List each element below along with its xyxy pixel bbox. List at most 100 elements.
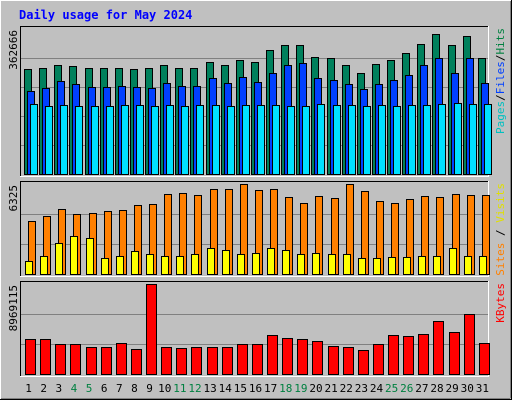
legend-entry: /: [494, 94, 507, 101]
x-tick-label: 19: [294, 382, 307, 395]
x-tick-label: 15: [234, 382, 247, 395]
x-tick-label: 6: [101, 382, 108, 395]
legend-entry: /: [494, 55, 507, 62]
bar-requests-pages: [378, 105, 386, 175]
bar-requests-pages: [45, 106, 53, 175]
bar-kbytes-kbytes: [312, 341, 323, 375]
bar-kbytes-kbytes: [433, 321, 444, 375]
bar-requests-pages: [333, 105, 341, 175]
bar-kbytes-kbytes: [207, 347, 218, 375]
bar-kbytes-kbytes: [40, 339, 51, 375]
bar-kbytes-kbytes: [70, 344, 81, 375]
x-tick-label: 22: [340, 382, 353, 395]
x-tick-label: 26: [400, 382, 413, 395]
bar-kbytes-kbytes: [86, 347, 97, 375]
bar-kbytes-kbytes: [237, 344, 248, 375]
panel-visitors-legend: Sites / Visits: [494, 183, 507, 276]
x-tick-label: 23: [355, 382, 368, 395]
bar-requests-pages: [393, 106, 401, 175]
x-tick-label: 25: [385, 382, 398, 395]
bar-kbytes-kbytes: [267, 335, 278, 375]
bar-kbytes-kbytes: [191, 347, 202, 375]
chart-title: Daily usage for May 2024: [19, 8, 192, 22]
legend-entry: Files: [494, 61, 507, 94]
bar-kbytes-kbytes: [116, 343, 127, 375]
bar-requests-pages: [469, 104, 477, 175]
bar-visitors-visits: [40, 256, 48, 275]
bar-requests-pages: [272, 105, 280, 175]
bar-visitors-visits: [25, 261, 33, 275]
bar-kbytes-kbytes: [373, 344, 384, 375]
bar-visitors-visits: [312, 253, 320, 275]
bar-requests-pages: [348, 105, 356, 175]
x-tick-label: 30: [461, 382, 474, 395]
bar-visitors-visits: [433, 256, 441, 275]
bar-kbytes-kbytes: [25, 339, 36, 375]
bar-kbytes-kbytes: [479, 343, 490, 375]
bar-kbytes-kbytes: [176, 348, 187, 375]
panel-kbytes-legend: KBytes: [494, 283, 507, 323]
bar-visitors-visits: [176, 256, 184, 275]
bar-visitors-visits: [101, 258, 109, 275]
x-tick-label: 4: [71, 382, 78, 395]
x-tick-label: 27: [415, 382, 428, 395]
bar-visitors-visits: [328, 254, 336, 275]
bar-requests-pages: [91, 106, 99, 175]
bar-kbytes-kbytes: [328, 346, 339, 375]
bar-requests-pages: [227, 106, 235, 175]
x-tick-label: 10: [158, 382, 171, 395]
bar-kbytes-kbytes: [297, 339, 308, 375]
bar-requests-pages: [75, 106, 83, 175]
bar-visitors-visits: [418, 256, 426, 275]
panel-requests-legend: Pages/Files/Hits: [494, 28, 507, 134]
x-tick-label: 24: [370, 382, 384, 395]
bar-kbytes-kbytes: [282, 338, 293, 375]
bar-kbytes-kbytes: [403, 336, 414, 375]
bar-kbytes-kbytes: [418, 334, 429, 375]
bar-visitors-visits: [237, 254, 245, 275]
x-tick-label: 12: [188, 382, 201, 395]
bar-requests-pages: [121, 105, 129, 175]
legend-entry: Visits: [494, 183, 507, 223]
bar-requests-pages: [242, 105, 250, 175]
bar-visitors-visits: [388, 257, 396, 275]
bar-kbytes-kbytes: [55, 344, 66, 375]
bar-kbytes-kbytes: [222, 347, 233, 375]
bar-requests-pages: [484, 104, 492, 175]
bar-requests-pages: [151, 106, 159, 175]
bar-visitors-visits: [222, 250, 230, 275]
bar-requests-pages: [30, 104, 38, 175]
bar-requests-pages: [60, 105, 68, 175]
legend-entry: KBytes: [494, 283, 507, 323]
bar-visitors-visits: [267, 248, 275, 275]
x-tick-label: 20: [309, 382, 322, 395]
bar-kbytes-kbytes: [343, 347, 354, 375]
panel-visitors-ymax-label: 6325: [7, 185, 20, 212]
bar-requests-pages: [317, 104, 325, 175]
x-tick-label: 5: [86, 382, 93, 395]
x-tick-label: 31: [476, 382, 489, 395]
bar-requests-pages: [136, 105, 144, 175]
legend-entry: Pages: [494, 101, 507, 134]
bar-requests-pages: [166, 105, 174, 175]
bar-requests-pages: [257, 105, 265, 175]
bar-requests-pages: [408, 105, 416, 175]
bar-requests-pages: [454, 103, 462, 175]
x-tick-label: 7: [116, 382, 123, 395]
x-tick-label: 2: [40, 382, 47, 395]
bar-kbytes-kbytes: [131, 349, 142, 375]
bar-requests-pages: [106, 106, 114, 175]
x-tick-label: 14: [219, 382, 233, 395]
bar-kbytes-kbytes: [358, 350, 369, 375]
legend-entry: Sites: [494, 243, 507, 276]
x-tick-label: 29: [446, 382, 459, 395]
bar-requests-pages: [438, 104, 446, 175]
bar-visitors-visits: [131, 251, 139, 275]
bar-visitors-visits: [282, 250, 290, 275]
bar-visitors-visits: [449, 248, 457, 275]
bar-visitors-visits: [373, 258, 381, 275]
bar-visitors-visits: [403, 257, 411, 275]
bar-kbytes-kbytes: [449, 332, 460, 375]
bar-visitors-visits: [479, 256, 487, 275]
